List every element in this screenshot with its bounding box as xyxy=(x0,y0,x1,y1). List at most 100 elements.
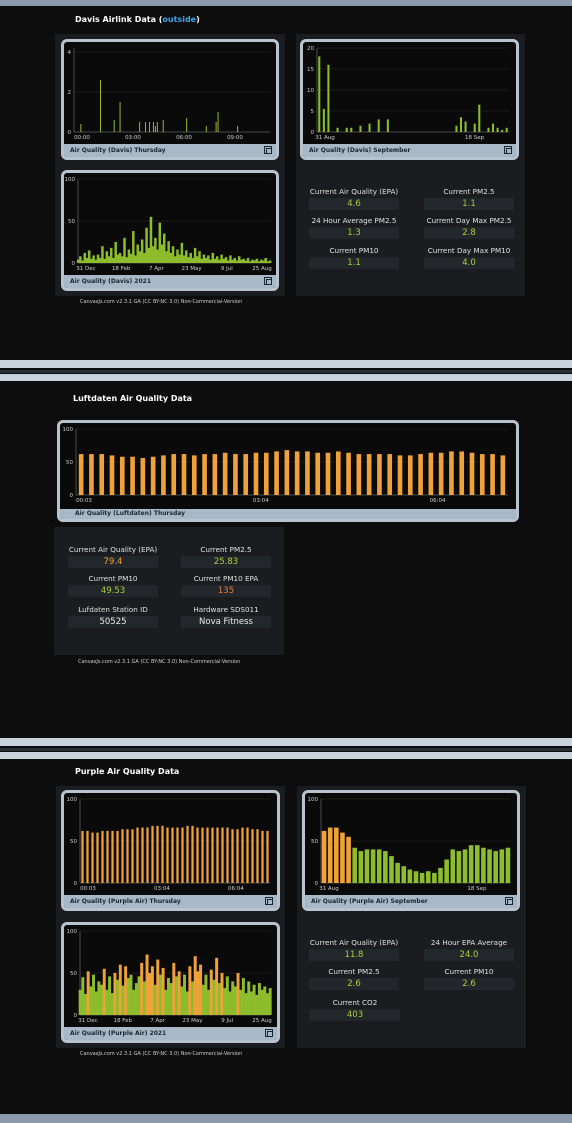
bar[interactable] xyxy=(499,849,505,883)
canvasjs-credit[interactable]: CanvasJs.com v2.3.1 GA (CC BY-NC 3.0) No… xyxy=(80,1051,243,1057)
bar[interactable] xyxy=(146,827,149,883)
area-segment[interactable] xyxy=(196,256,199,263)
area-segment[interactable] xyxy=(212,979,216,1015)
area-segment[interactable] xyxy=(85,257,89,263)
bar[interactable] xyxy=(91,832,94,883)
area-segment[interactable] xyxy=(249,261,252,263)
bar[interactable] xyxy=(162,120,164,132)
bar[interactable] xyxy=(368,123,371,132)
fullscreen-icon[interactable] xyxy=(265,897,273,905)
area-segment[interactable] xyxy=(225,976,229,1015)
bar[interactable] xyxy=(100,80,101,132)
area-segment[interactable] xyxy=(228,991,232,1015)
area-segment[interactable] xyxy=(224,257,228,263)
area-segment[interactable] xyxy=(204,974,208,1015)
bar[interactable] xyxy=(438,867,443,883)
area-segment[interactable] xyxy=(160,244,164,263)
area-segment[interactable] xyxy=(86,971,90,1015)
area-segment[interactable] xyxy=(199,964,203,1015)
bar[interactable] xyxy=(149,122,150,132)
area-segment[interactable] xyxy=(136,244,139,263)
area-segment[interactable] xyxy=(143,252,146,263)
area-segment[interactable] xyxy=(174,256,177,263)
area-segment[interactable] xyxy=(96,254,100,263)
bar[interactable] xyxy=(413,871,419,883)
area-segment[interactable] xyxy=(107,256,111,263)
bar[interactable] xyxy=(366,454,372,495)
area-segment[interactable] xyxy=(129,974,133,1015)
area-segment[interactable] xyxy=(211,252,215,263)
bar[interactable] xyxy=(464,121,467,133)
area-segment[interactable] xyxy=(110,993,114,1015)
area-segment[interactable] xyxy=(90,258,93,263)
area-segment[interactable] xyxy=(105,251,109,263)
bar[interactable] xyxy=(246,827,249,883)
area-segment[interactable] xyxy=(158,222,162,263)
bar[interactable] xyxy=(221,827,224,883)
bar[interactable] xyxy=(352,847,358,883)
area-segment[interactable] xyxy=(247,981,251,1015)
bar[interactable] xyxy=(479,454,485,495)
bar[interactable] xyxy=(251,829,254,883)
bar[interactable] xyxy=(181,827,184,883)
area-segment[interactable] xyxy=(169,252,173,263)
bar[interactable] xyxy=(387,454,393,495)
bar[interactable] xyxy=(322,108,325,132)
bar[interactable] xyxy=(136,827,139,883)
area-segment[interactable] xyxy=(81,260,84,263)
area-segment[interactable] xyxy=(100,984,104,1015)
bar[interactable] xyxy=(140,458,146,495)
bar[interactable] xyxy=(226,827,229,883)
area-segment[interactable] xyxy=(132,231,135,263)
area-segment[interactable] xyxy=(84,994,87,1015)
area-segment[interactable] xyxy=(201,984,205,1015)
area-segment[interactable] xyxy=(164,989,168,1015)
area-segment[interactable] xyxy=(156,959,160,1015)
area-segment[interactable] xyxy=(171,246,175,263)
area-segment[interactable] xyxy=(249,991,253,1015)
bar[interactable] xyxy=(501,129,504,132)
bar[interactable] xyxy=(119,456,125,495)
area-segment[interactable] xyxy=(153,984,157,1015)
bar[interactable] xyxy=(425,871,431,883)
fullscreen-icon[interactable] xyxy=(265,1029,273,1037)
area-segment[interactable] xyxy=(151,246,155,263)
bar[interactable] xyxy=(386,119,389,132)
bar[interactable] xyxy=(459,451,465,495)
bar[interactable] xyxy=(359,125,362,132)
bar[interactable] xyxy=(327,64,330,132)
bar[interactable] xyxy=(274,451,279,495)
area-segment[interactable] xyxy=(180,986,184,1015)
bar[interactable] xyxy=(141,827,144,883)
bar[interactable] xyxy=(356,454,362,495)
area-segment[interactable] xyxy=(185,991,189,1015)
area-segment[interactable] xyxy=(241,978,245,1015)
bar[interactable] xyxy=(294,451,300,495)
area-segment[interactable] xyxy=(92,974,96,1015)
area-segment[interactable] xyxy=(94,259,98,263)
area-segment[interactable] xyxy=(264,257,267,263)
area-segment[interactable] xyxy=(121,985,125,1015)
area-segment[interactable] xyxy=(207,255,210,263)
bar[interactable] xyxy=(462,849,468,883)
bar[interactable] xyxy=(325,452,331,495)
area-segment[interactable] xyxy=(81,977,85,1015)
area-segment[interactable] xyxy=(112,257,115,263)
bar[interactable] xyxy=(161,455,166,495)
area-segment[interactable] xyxy=(129,253,133,263)
outside-link[interactable]: outside xyxy=(162,15,197,24)
area-segment[interactable] xyxy=(265,993,269,1015)
bar[interactable] xyxy=(335,451,341,495)
area-segment[interactable] xyxy=(105,989,109,1015)
area-segment[interactable] xyxy=(233,986,237,1015)
bar[interactable] xyxy=(201,827,204,883)
bar[interactable] xyxy=(186,825,189,883)
bar[interactable] xyxy=(243,454,249,495)
area-segment[interactable] xyxy=(108,976,112,1015)
area-segment[interactable] xyxy=(103,258,106,263)
bar[interactable] xyxy=(241,827,244,883)
fullscreen-icon[interactable] xyxy=(505,897,513,905)
area-segment[interactable] xyxy=(268,988,272,1015)
bar[interactable] xyxy=(151,825,154,883)
area-segment[interactable] xyxy=(176,249,179,263)
